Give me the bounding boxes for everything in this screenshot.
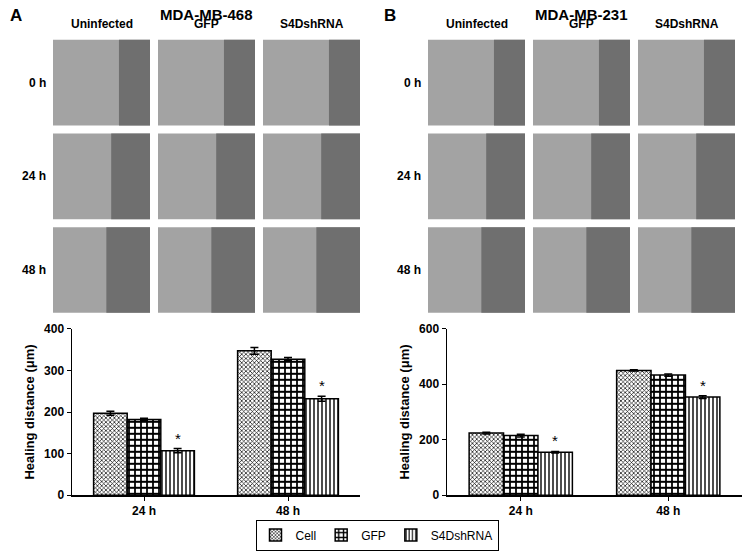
svg-text:Healing distance (μm): Healing distance (μm) (22, 344, 37, 479)
svg-text:0: 0 (432, 488, 439, 502)
svg-text:S4DshRNA: S4DshRNA (280, 17, 344, 31)
svg-text:GFP: GFP (194, 17, 219, 31)
svg-text:S4DshRNA: S4DshRNA (431, 529, 492, 543)
svg-text:48 h: 48 h (22, 263, 46, 277)
svg-text:600: 600 (419, 322, 439, 336)
svg-text:24 h: 24 h (132, 504, 156, 518)
svg-text:0 h: 0 h (29, 76, 46, 90)
svg-text:400: 400 (44, 322, 64, 336)
svg-text:100: 100 (44, 447, 64, 461)
svg-text:48 h: 48 h (397, 263, 421, 277)
svg-text:0: 0 (57, 488, 64, 502)
svg-text:*: * (175, 430, 181, 447)
svg-text:GFP: GFP (569, 17, 594, 31)
svg-text:48 h: 48 h (656, 504, 680, 518)
svg-text:S4DshRNA: S4DshRNA (655, 17, 719, 31)
svg-text:A: A (10, 6, 22, 25)
svg-text:*: * (552, 432, 558, 449)
svg-text:0 h: 0 h (404, 76, 421, 90)
svg-text:200: 200 (419, 433, 439, 447)
svg-text:Uninfected: Uninfected (71, 17, 133, 31)
svg-text:24 h: 24 h (397, 169, 421, 183)
svg-text:MDA-MB-468: MDA-MB-468 (160, 6, 253, 23)
svg-text:*: * (700, 377, 706, 394)
svg-text:MDA-MB-231: MDA-MB-231 (535, 6, 628, 23)
svg-text:400: 400 (419, 377, 439, 391)
svg-text:300: 300 (44, 364, 64, 378)
svg-text:24 h: 24 h (22, 169, 46, 183)
svg-text:Cell: Cell (296, 529, 317, 543)
svg-text:48 h: 48 h (276, 504, 300, 518)
svg-text:24 h: 24 h (509, 504, 533, 518)
svg-text:B: B (384, 6, 396, 25)
svg-text:GFP: GFP (361, 529, 386, 543)
svg-text:200: 200 (44, 405, 64, 419)
svg-text:Uninfected: Uninfected (446, 17, 508, 31)
svg-text:*: * (319, 377, 325, 394)
svg-text:Healing distance (μm): Healing distance (μm) (397, 344, 412, 479)
